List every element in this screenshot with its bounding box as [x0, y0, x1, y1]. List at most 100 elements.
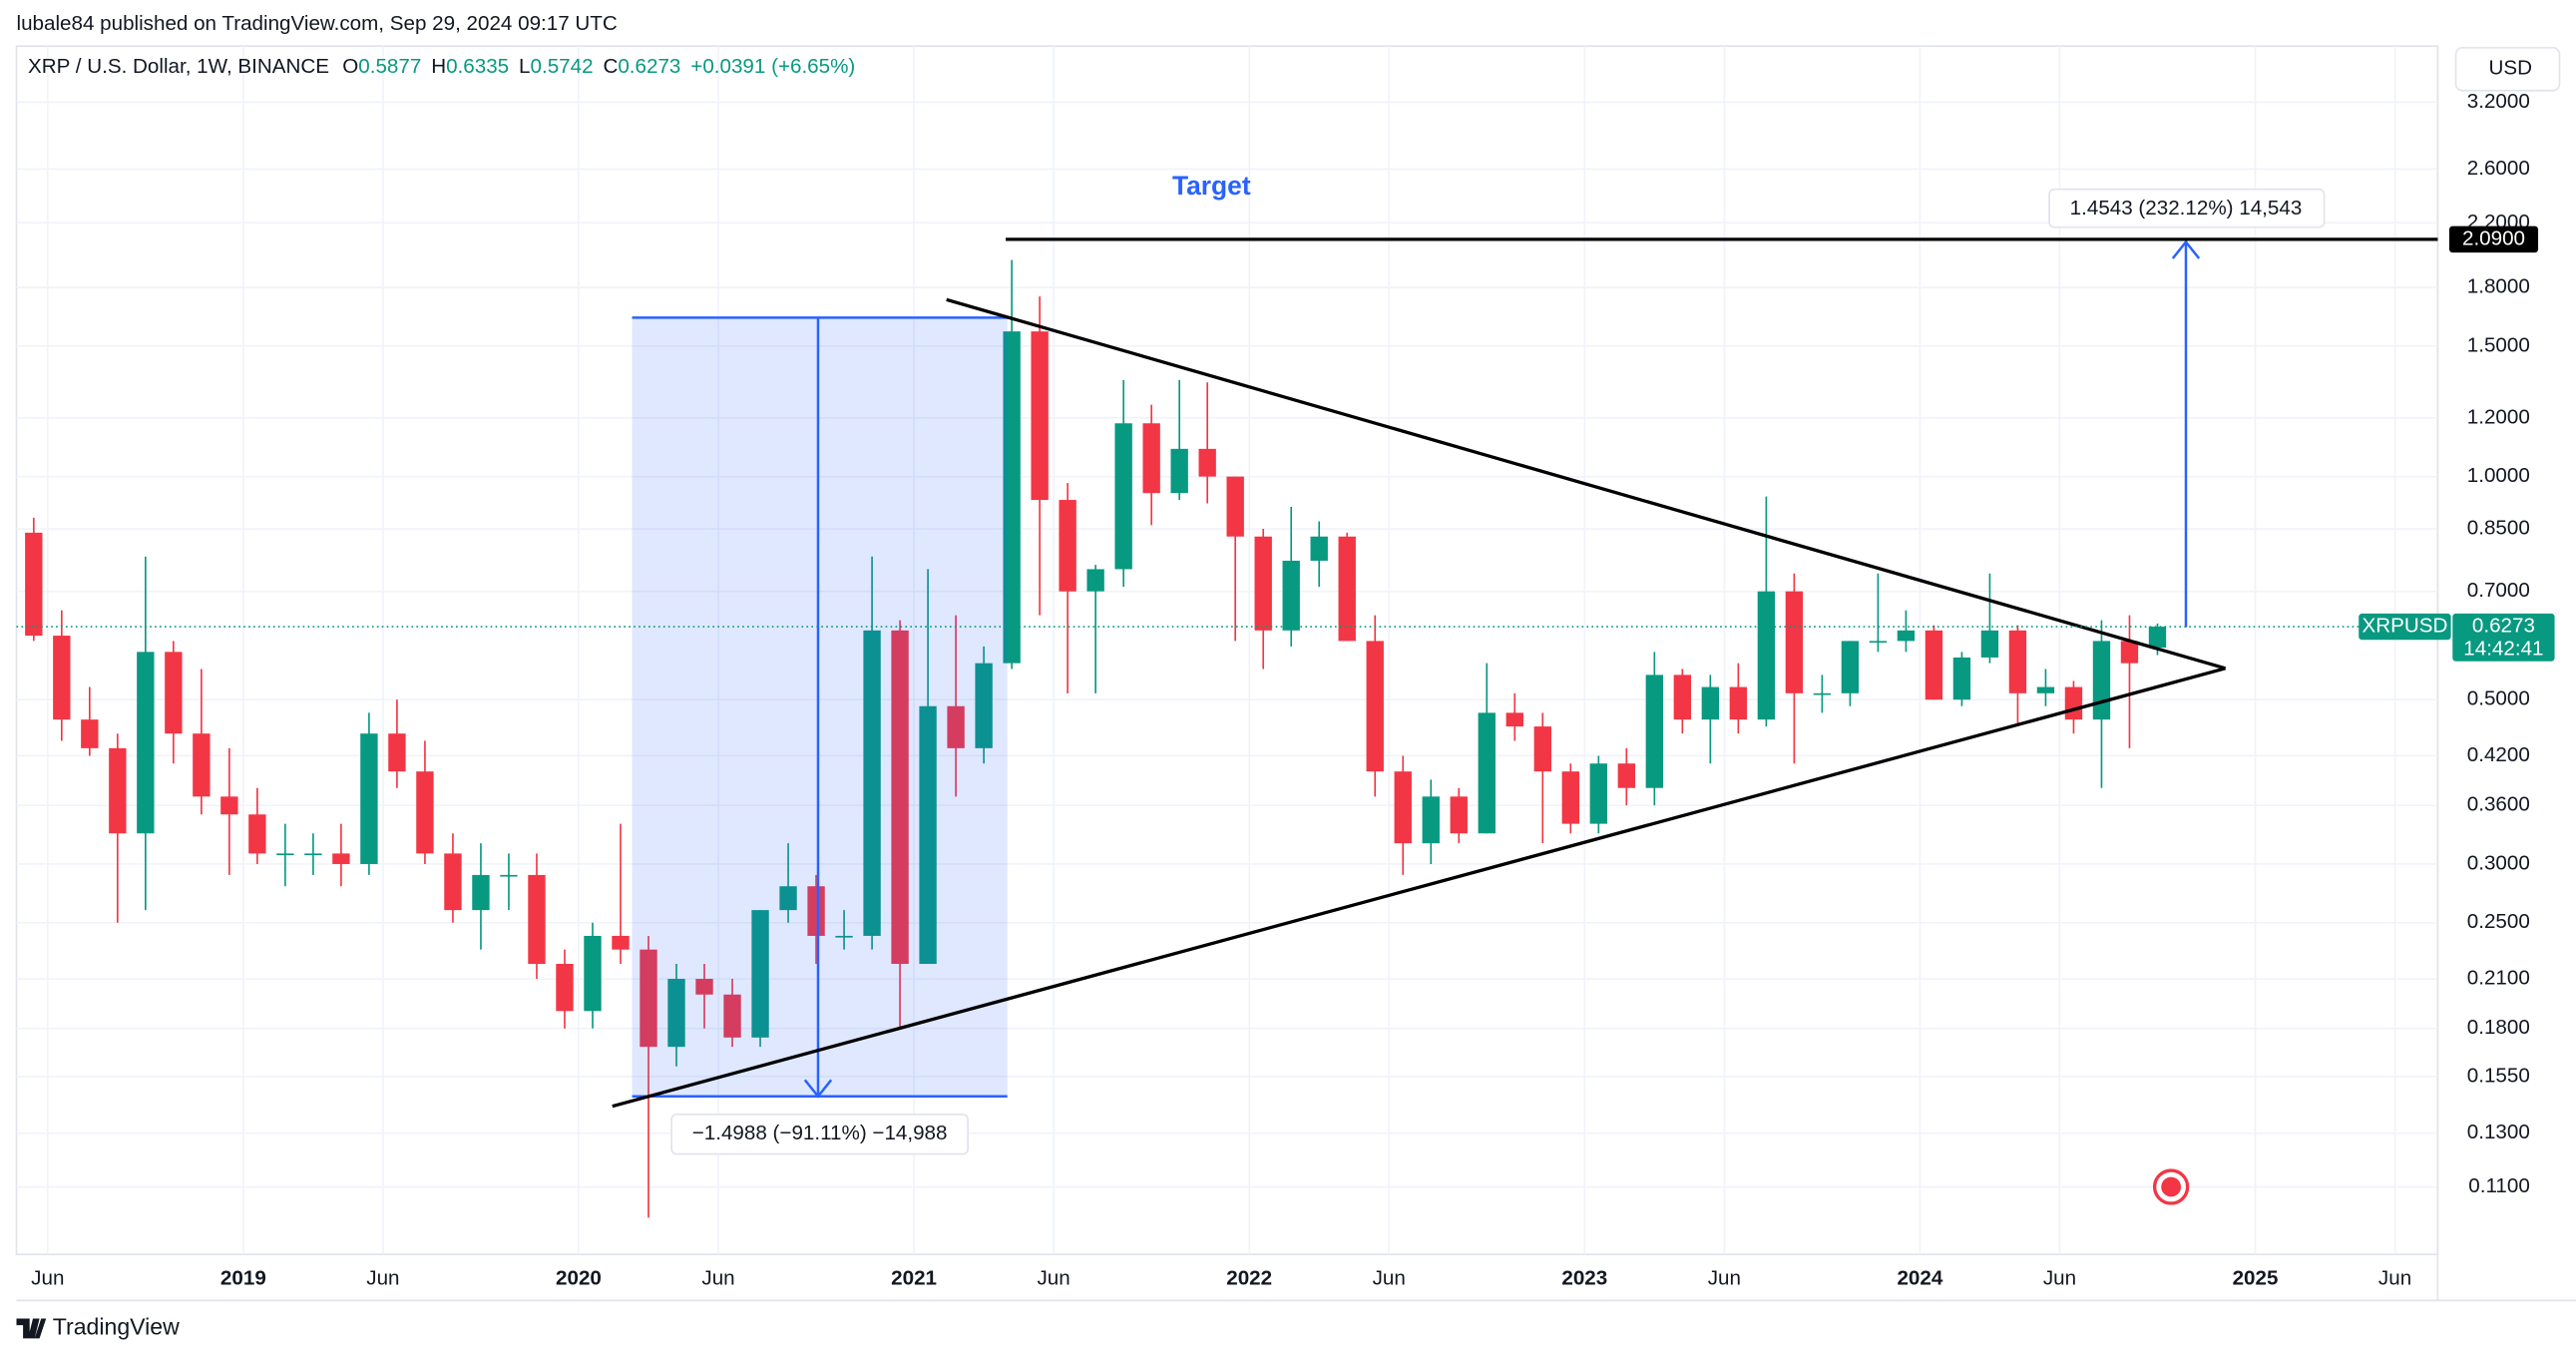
x-tick-label: 2024	[1897, 1266, 1942, 1289]
rise-measure: 1.4543 (232.12%) 14,543	[2070, 197, 2303, 220]
y-tick-label: 0.7000	[2467, 579, 2530, 602]
target-price-box	[2448, 226, 2539, 253]
candle-body	[835, 935, 853, 938]
candle-body	[1170, 448, 1188, 494]
candle-body	[193, 733, 211, 797]
candle-body	[612, 935, 630, 950]
price-box	[2452, 613, 2555, 662]
candle-body	[1366, 641, 1384, 772]
symbol: XRP / U.S. Dollar, 1W, BINANCE	[28, 55, 329, 78]
x-tick-label: Jun	[1708, 1266, 1741, 1289]
currency: USD	[2489, 57, 2533, 80]
candle-body	[1589, 763, 1607, 824]
candle-body	[472, 874, 490, 911]
candle-body	[500, 874, 518, 877]
candle-body	[584, 935, 602, 1012]
x-tick-label: Jun	[701, 1266, 734, 1289]
arrow-head	[803, 1079, 833, 1099]
candle-body	[1813, 692, 1832, 695]
candle-body	[528, 874, 546, 965]
candle-body	[1785, 591, 1804, 693]
x-tick-label: Jun	[1373, 1266, 1406, 1289]
candle-body	[891, 630, 909, 965]
x-tick-label: 2025	[2233, 1266, 2279, 1289]
y-tick-label: 0.1800	[2467, 1016, 2530, 1039]
event-icon-dot	[2161, 1176, 2182, 1197]
ohlc-value: 0.6273	[618, 55, 680, 78]
x-tick-label: 2019	[220, 1266, 266, 1289]
y-tick-label: 0.1550	[2467, 1064, 2530, 1087]
currency-button[interactable]	[2454, 47, 2561, 92]
y-tick-label: 0.3000	[2467, 851, 2530, 874]
candle-body	[81, 719, 99, 748]
ohlc-key: H	[431, 55, 446, 78]
candle-body	[1673, 675, 1692, 720]
candle-body	[1729, 686, 1748, 720]
candle-body	[695, 979, 713, 995]
candle-body	[53, 636, 71, 720]
candle-body	[1142, 423, 1160, 494]
candles	[25, 259, 2167, 1218]
logo	[16, 1318, 47, 1339]
candle-body	[919, 705, 937, 965]
candle-body	[1925, 630, 1943, 700]
x-tick-label: Jun	[366, 1266, 399, 1289]
y-tick-label: 1.8000	[2467, 275, 2530, 298]
candle-body	[1897, 630, 1916, 642]
x-tick-label: Jun	[31, 1266, 64, 1289]
x-tick-label: Jun	[1038, 1266, 1071, 1289]
candle-body	[332, 853, 350, 864]
footer: TradingView	[16, 1314, 180, 1340]
candle-body	[1338, 536, 1356, 642]
candle-body	[2036, 686, 2055, 693]
candle-body	[863, 630, 881, 936]
change: +0.0391 (+6.65%)	[690, 55, 855, 78]
candle-body	[751, 910, 769, 1038]
arrow-head	[2171, 239, 2201, 259]
x-tick-label: 2021	[891, 1266, 937, 1289]
ohlc-key: L	[519, 55, 530, 78]
candle-body	[1198, 448, 1216, 477]
candle-body	[1450, 796, 1468, 834]
candle-body	[25, 532, 43, 637]
y-tick-label: 1.5000	[2467, 333, 2530, 356]
candle-body	[1031, 331, 1049, 501]
candle-body	[1841, 641, 1860, 693]
y-tick-label: 0.8500	[2467, 517, 2530, 540]
y-tick-label: 0.1100	[2468, 1174, 2530, 1197]
y-tick-label: 0.4200	[2467, 743, 2530, 766]
candle-body	[1226, 476, 1244, 537]
ohlc-value: 0.5877	[358, 55, 421, 78]
candle-body	[248, 814, 266, 854]
countdown: 14:42:41	[2463, 638, 2543, 661]
y-tick-label: 0.5000	[2467, 687, 2530, 710]
candle-body	[1086, 569, 1104, 592]
y-tick-label: 3.2000	[2467, 90, 2530, 113]
y-tick-label: 0.1300	[2467, 1121, 2530, 1143]
candle-body	[2092, 641, 2111, 720]
legend: XRP / U.S. Dollar, 1W, BINANCE O 0.5877 H 0…	[28, 55, 855, 78]
y-tick-label: 0.2500	[2467, 910, 2530, 933]
candle-body	[1059, 500, 1076, 592]
y-tick-label: 2.6000	[2467, 157, 2530, 180]
candle-body	[2008, 630, 2027, 693]
candle-body	[1505, 712, 1523, 727]
candle-body	[1114, 423, 1132, 570]
candle-body	[1561, 771, 1579, 824]
lower-trendline	[612, 667, 2227, 1109]
candle-body	[807, 886, 825, 936]
candle-body	[276, 853, 294, 856]
ohlc-value: 0.5742	[531, 55, 594, 78]
candle-body	[1394, 771, 1412, 844]
candle-body	[1980, 630, 1999, 658]
x-tick-label: Jun	[2043, 1266, 2076, 1289]
target-price: 2.0900	[2462, 226, 2525, 249]
candle-body	[1254, 536, 1272, 631]
candle-body	[1952, 657, 1971, 700]
candle-body	[947, 705, 965, 748]
candle-body	[1757, 591, 1776, 720]
drawings: 1.4543 (232.12%) 14,543 −1.4988 (−91.11%…	[16, 171, 2438, 1205]
measure-label-box	[2048, 188, 2326, 228]
